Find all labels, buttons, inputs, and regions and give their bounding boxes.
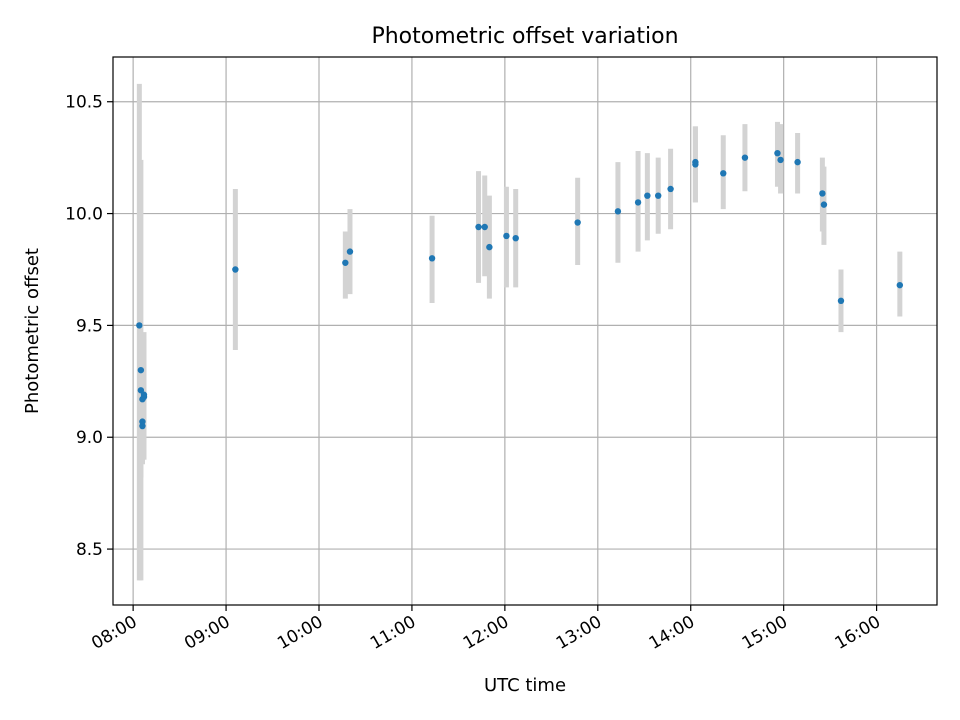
data-point [512, 234, 519, 242]
data-point [136, 322, 143, 329]
y-axis-label: Photometric offset [22, 248, 43, 414]
data-point [720, 170, 727, 177]
data-point [486, 243, 493, 251]
data-point [140, 391, 148, 398]
data-point [667, 185, 674, 193]
data-point [232, 266, 239, 273]
y-tick-label: 10.5 [65, 93, 103, 113]
y-axis-ticks: 8.5 9.0 9.5 10.0 10.5 [65, 93, 113, 560]
data-point [574, 219, 581, 226]
y-tick-label: 10.0 [65, 205, 103, 225]
data-point [794, 158, 801, 166]
y-tick-label: 8.5 [76, 540, 103, 560]
y-tick-label: 9.5 [76, 316, 103, 336]
grid [113, 57, 937, 605]
y-tick-label: 9.0 [76, 428, 103, 448]
data-point [342, 259, 349, 266]
data-point [481, 223, 488, 231]
x-axis-label: UTC time [484, 675, 566, 696]
data-point [692, 161, 699, 168]
data-point [741, 154, 749, 161]
data-points [136, 149, 904, 430]
data-point [896, 281, 904, 289]
data-point [634, 199, 642, 206]
data-point [346, 248, 354, 255]
plot-frame [112, 56, 938, 606]
data-point [137, 387, 145, 394]
data-point [644, 192, 651, 199]
chart-title: Photometric offset variation [371, 24, 678, 49]
data-point [837, 297, 845, 305]
data-point [503, 232, 510, 240]
data-point [777, 156, 784, 164]
data-point [774, 149, 781, 157]
data-point [139, 422, 146, 430]
data-point [475, 223, 482, 231]
data-point [820, 201, 828, 208]
data-point [137, 366, 145, 374]
data-point [428, 255, 436, 262]
data-point [655, 192, 662, 199]
data-point [819, 190, 826, 197]
data-point [139, 418, 146, 425]
data-point [614, 208, 622, 215]
